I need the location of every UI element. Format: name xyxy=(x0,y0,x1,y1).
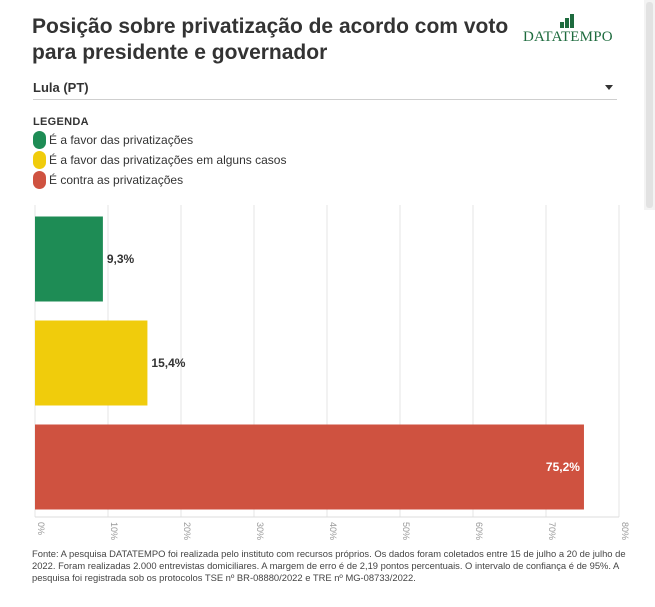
legend: LEGENDA É a favor das privatizações É a … xyxy=(33,116,286,190)
logo-text: DATATEMPO xyxy=(523,29,613,45)
scrollbar-thumb[interactable] xyxy=(646,2,653,208)
bar-value-label: 75,2% xyxy=(546,460,580,474)
legend-title: LEGENDA xyxy=(33,116,89,128)
x-tick-label: 50% xyxy=(401,522,411,540)
bar-value-label: 15,4% xyxy=(151,356,185,370)
x-tick-label: 10% xyxy=(109,522,119,540)
candidate-select-value: Lula (PT) xyxy=(33,80,89,95)
x-tick-label: 70% xyxy=(547,522,557,540)
bar xyxy=(35,424,584,510)
bar xyxy=(35,320,148,406)
candidate-select[interactable]: Lula (PT) xyxy=(33,79,617,100)
legend-item-against: É contra as privatizações xyxy=(33,170,286,190)
x-tick-label: 60% xyxy=(474,522,484,540)
legend-swatch-red xyxy=(33,171,46,189)
x-tick-label: 40% xyxy=(328,522,338,540)
scrollbar[interactable] xyxy=(644,0,655,210)
chart-title: Posição sobre privatização de acordo com… xyxy=(32,15,509,64)
bar-chart: 0% 10% 20% 30% 40% 50% 60% 70% 80% 9,3% 15,4% 75,2% xyxy=(34,205,630,540)
x-tick-label: 0% xyxy=(36,522,46,535)
caret-down-icon xyxy=(605,85,613,90)
legend-label: É contra as privatizações xyxy=(49,173,184,187)
legend-swatch-yellow xyxy=(33,151,46,169)
legend-item-partial: É a favor das privatizações em alguns ca… xyxy=(33,150,286,170)
legend-label: É a favor das privatizações em alguns ca… xyxy=(49,153,287,167)
bar-value-label: 9,3% xyxy=(107,252,135,266)
source-note: Fonte: A pesquisa DATATEMPO foi realizad… xyxy=(32,548,626,583)
x-tick-label: 20% xyxy=(182,522,192,540)
datatempo-logo[interactable]: DATATEMPO xyxy=(523,14,623,46)
bar xyxy=(35,216,103,302)
legend-label: É a favor das privatizações xyxy=(49,133,194,147)
x-tick-label: 30% xyxy=(255,522,265,540)
x-tick-label: 80% xyxy=(620,522,630,540)
legend-swatch-green xyxy=(33,131,46,149)
legend-item-favor: É a favor das privatizações xyxy=(33,130,286,150)
